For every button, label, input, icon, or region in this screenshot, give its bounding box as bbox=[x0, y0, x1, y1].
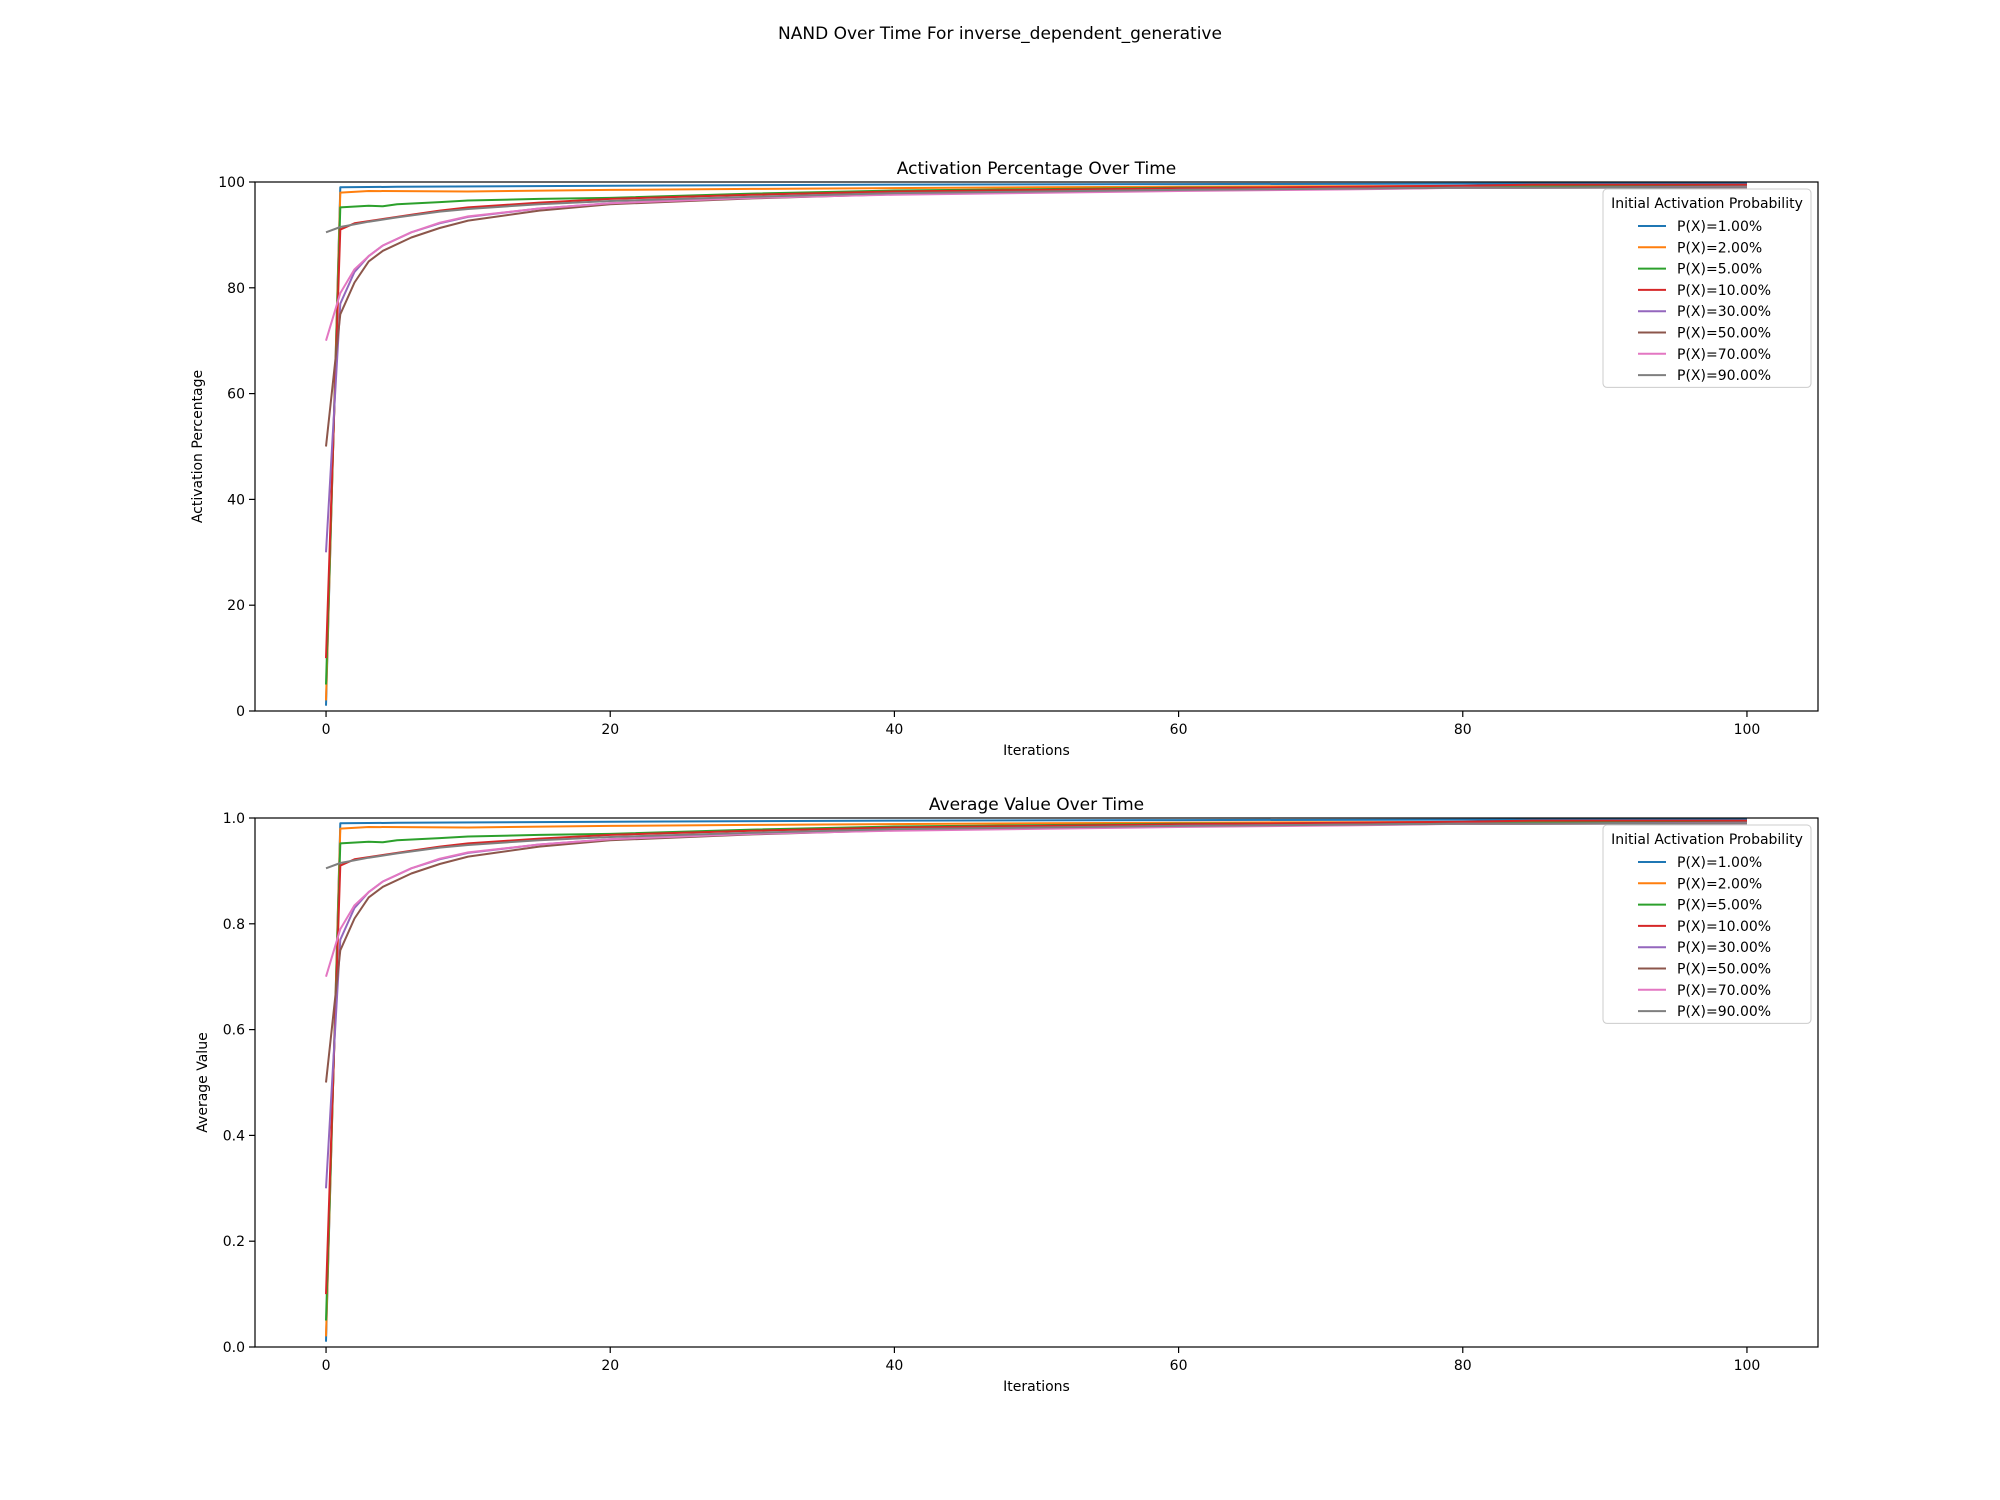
y-tick-label: 0 bbox=[236, 704, 245, 720]
legend-entry: P(X)=10.00% bbox=[1677, 919, 1771, 935]
plot-frame bbox=[254, 181, 1819, 712]
series-lines bbox=[325, 818, 1748, 1342]
x-tick-label: 80 bbox=[1454, 1358, 1472, 1374]
legend-entry: P(X)=5.00% bbox=[1677, 898, 1762, 914]
x-axis-label: Iterations bbox=[1003, 743, 1070, 759]
legend-title: Initial Activation Probability bbox=[1611, 832, 1803, 848]
y-tick-label: 40 bbox=[227, 492, 245, 508]
x-axis-label: Iterations bbox=[1003, 1379, 1070, 1395]
legend-entry: P(X)=1.00% bbox=[1677, 855, 1762, 871]
legend-entry: P(X)=70.00% bbox=[1677, 983, 1771, 999]
activation-percentage-plot: Activation Percentage Over Time 0 20 40 60 80… bbox=[190, 159, 1819, 759]
x-tick-label: 100 bbox=[1734, 1358, 1761, 1374]
legend-entry: P(X)=2.00% bbox=[1677, 240, 1762, 256]
legend-entry: P(X)=50.00% bbox=[1677, 326, 1771, 342]
y-tick-label: 60 bbox=[227, 387, 245, 403]
x-tick-label: 40 bbox=[885, 1358, 903, 1374]
series-line-7 bbox=[325, 186, 1748, 234]
plot-title: Average Value Over Time bbox=[929, 795, 1144, 815]
y-tick-label: 0.4 bbox=[223, 1128, 245, 1144]
series-line-3 bbox=[325, 819, 1747, 1295]
legend-title: Initial Activation Probability bbox=[1611, 196, 1803, 212]
series-line-4 bbox=[325, 821, 1748, 1189]
legend-entry: P(X)=50.00% bbox=[1677, 962, 1771, 978]
legend: Initial Activation Probability P(X)=1.00%… bbox=[1602, 824, 1812, 1024]
y-tick-label: 0.6 bbox=[223, 1023, 245, 1039]
x-tick-label: 100 bbox=[1734, 722, 1761, 738]
y-tick-label: 20 bbox=[227, 598, 245, 614]
plot-title: Activation Percentage Over Time bbox=[897, 159, 1176, 179]
legend-entry: P(X)=70.00% bbox=[1677, 347, 1771, 363]
x-tick-label: 0 bbox=[322, 1358, 331, 1374]
x-tick-label: 80 bbox=[1454, 722, 1472, 738]
series-line-1 bbox=[325, 820, 1748, 1337]
plot-frame bbox=[254, 817, 1819, 1348]
series-lines bbox=[325, 182, 1748, 706]
series-line-0 bbox=[325, 818, 1748, 1342]
series-line-4 bbox=[325, 185, 1748, 553]
average-value-plot: Average Value Over Time 0 20 40 60 80 100 0.0 0.… bbox=[195, 795, 1819, 1395]
legend-entry: P(X)=90.00% bbox=[1677, 1004, 1771, 1020]
series-line-5 bbox=[325, 186, 1748, 447]
y-tick-label: 100 bbox=[218, 175, 245, 191]
x-tick-label: 20 bbox=[601, 1358, 619, 1374]
series-line-1 bbox=[325, 184, 1748, 701]
series-line-3 bbox=[325, 183, 1747, 659]
x-tick-label: 20 bbox=[601, 722, 619, 738]
series-line-0 bbox=[325, 182, 1748, 706]
legend-box bbox=[1602, 824, 1812, 1024]
y-axis-label: Activation Percentage bbox=[190, 370, 206, 523]
legend-entry: P(X)=30.00% bbox=[1677, 304, 1771, 320]
y-tick-label: 0.2 bbox=[223, 1234, 245, 1250]
x-tick-label: 40 bbox=[885, 722, 903, 738]
legend-entry: P(X)=2.00% bbox=[1677, 876, 1762, 892]
series-line-2 bbox=[325, 821, 1748, 1321]
y-axis-label: Average Value bbox=[195, 1032, 211, 1132]
legend: Initial Activation Probability P(X)=1.00%… bbox=[1602, 188, 1812, 388]
series-line-5 bbox=[325, 822, 1748, 1083]
x-tick-label: 60 bbox=[1170, 722, 1188, 738]
y-tick-label: 80 bbox=[227, 281, 245, 297]
y-tick-label: 1.0 bbox=[223, 811, 245, 827]
legend-entry: P(X)=90.00% bbox=[1677, 368, 1771, 384]
figure-title: NAND Over Time For inverse_dependent_gen… bbox=[778, 24, 1222, 44]
legend-entry: P(X)=5.00% bbox=[1677, 262, 1762, 278]
legend-box bbox=[1602, 188, 1812, 388]
legend-entry: P(X)=10.00% bbox=[1677, 283, 1771, 299]
y-tick-label: 0.8 bbox=[223, 917, 245, 933]
y-tick-label: 0.0 bbox=[223, 1340, 245, 1356]
x-tick-label: 60 bbox=[1170, 1358, 1188, 1374]
series-line-7 bbox=[325, 822, 1748, 870]
legend-entry: P(X)=1.00% bbox=[1677, 219, 1762, 235]
series-line-2 bbox=[325, 185, 1748, 685]
legend-entry: P(X)=30.00% bbox=[1677, 940, 1771, 956]
x-tick-label: 0 bbox=[322, 722, 331, 738]
